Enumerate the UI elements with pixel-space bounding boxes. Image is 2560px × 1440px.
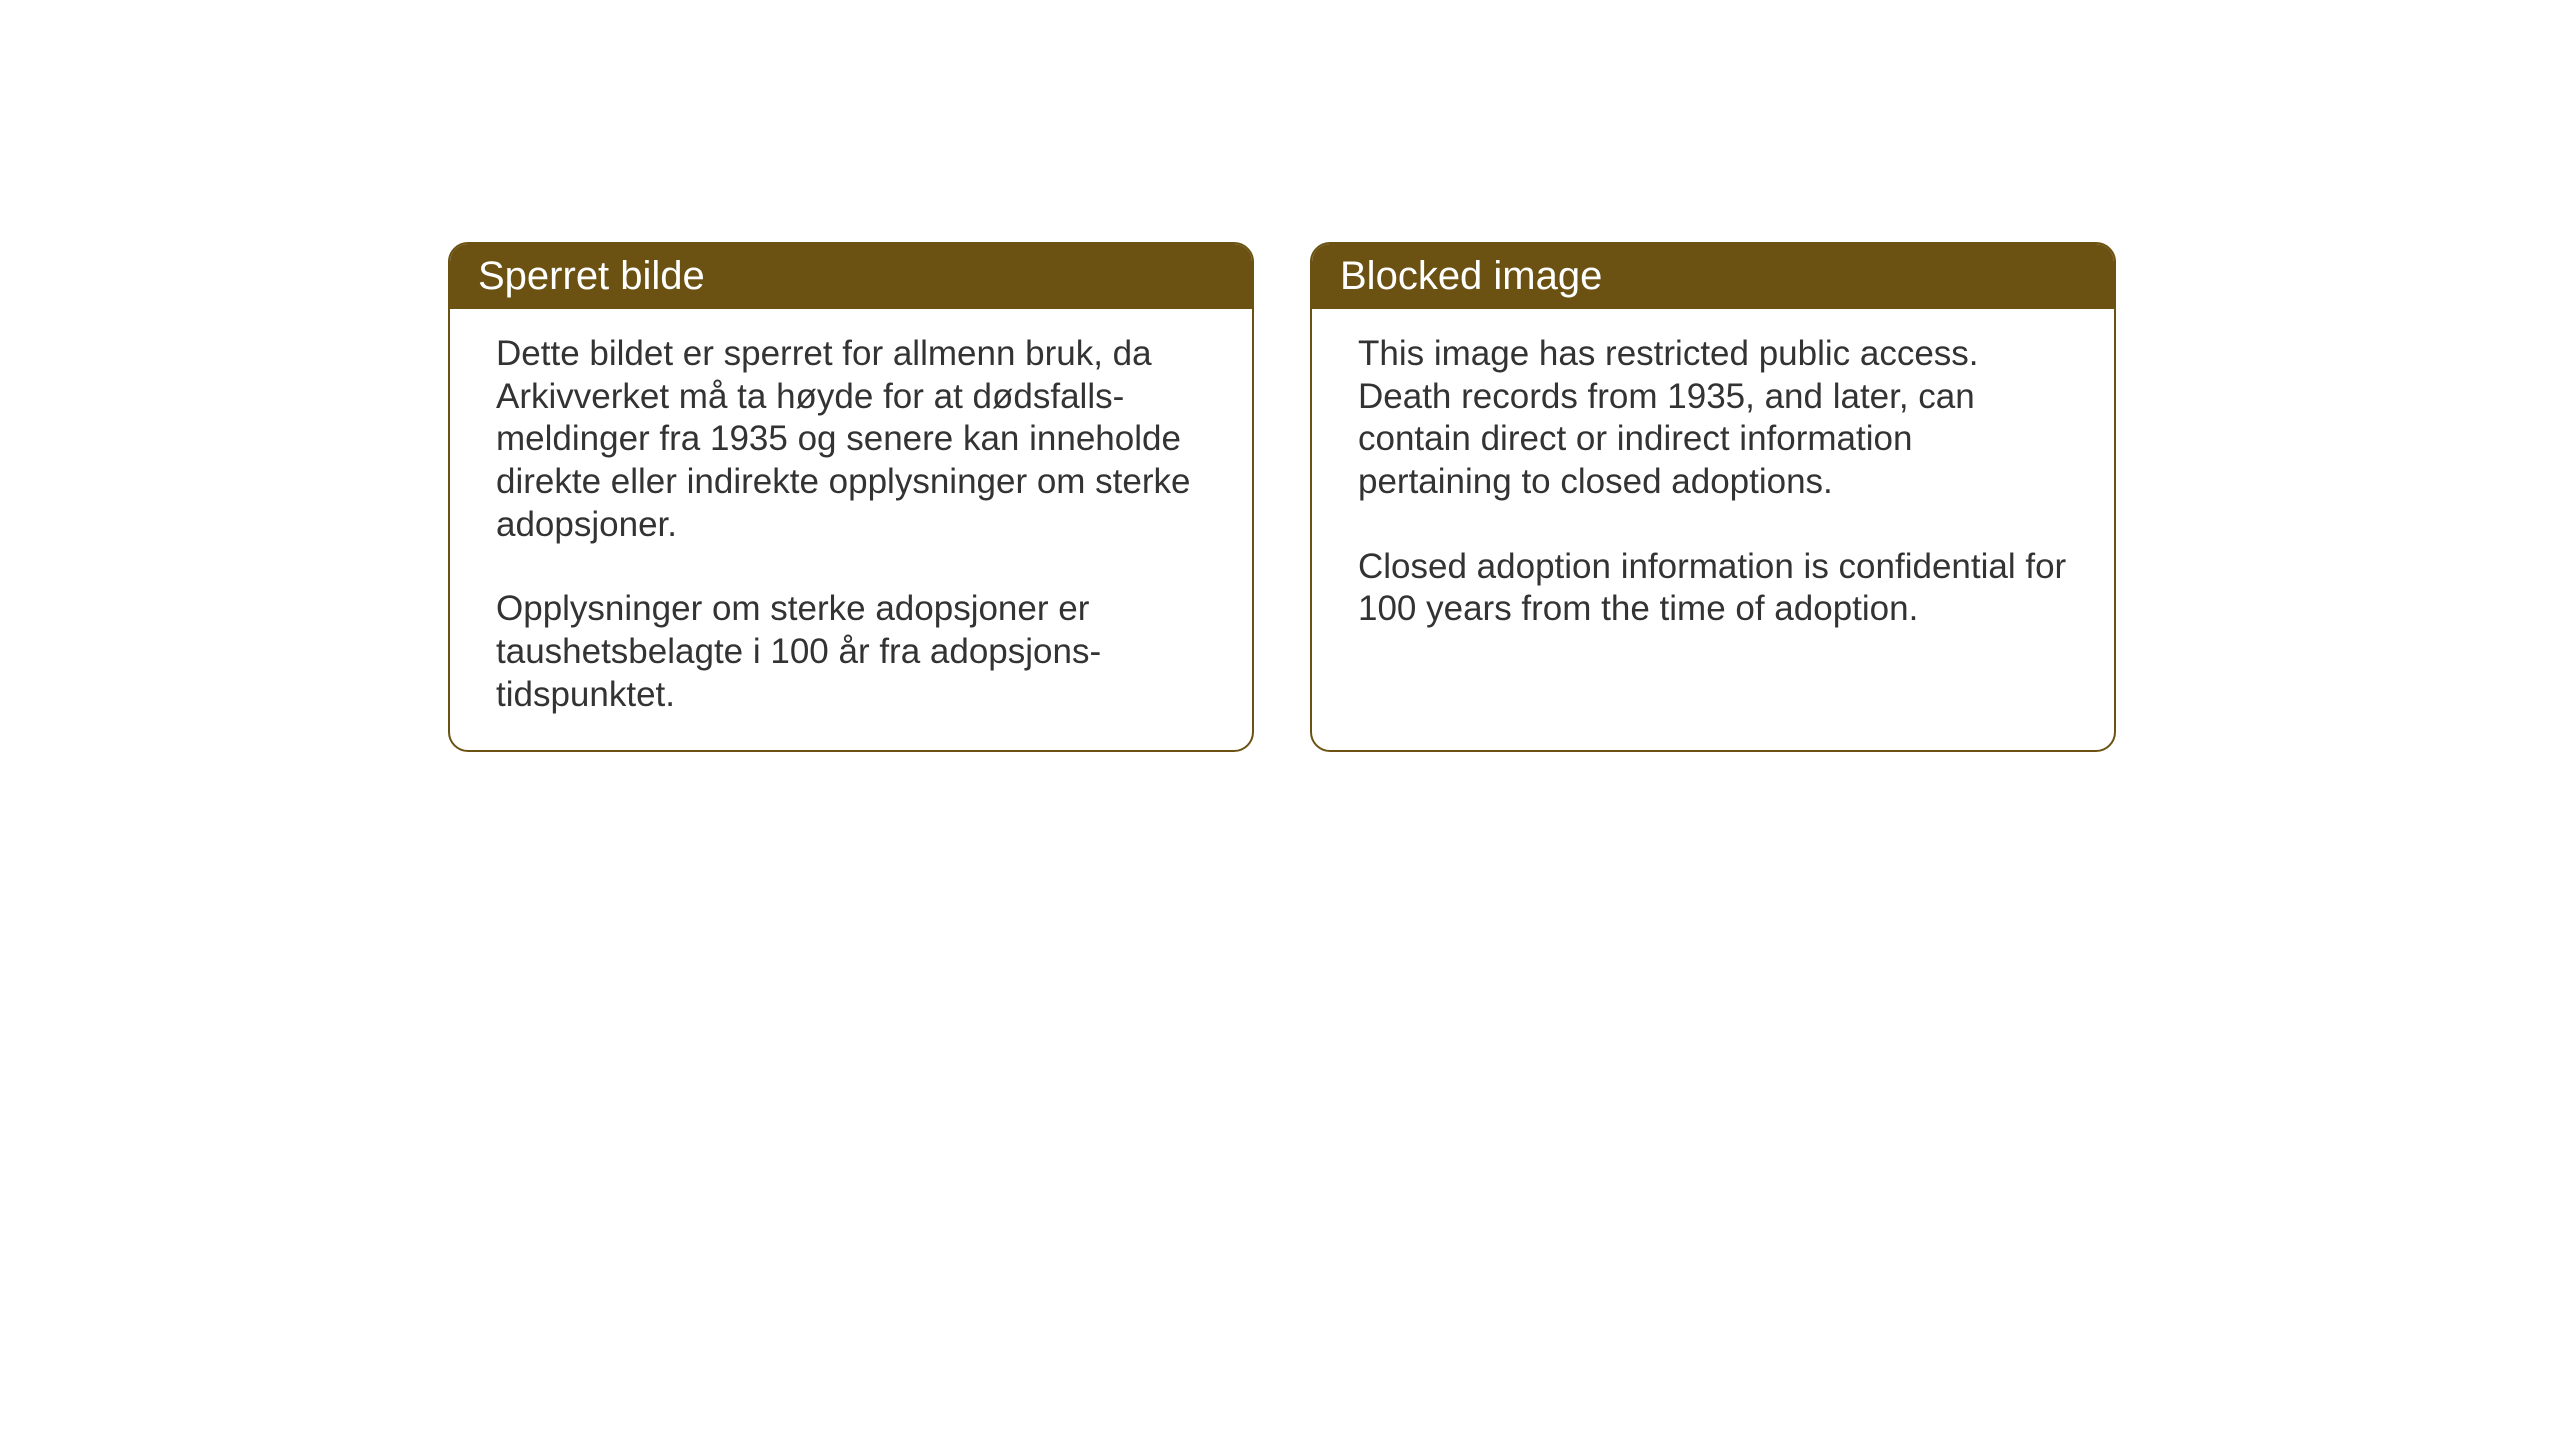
card-header-english: Blocked image (1312, 244, 2114, 309)
notice-card-norwegian: Sperret bilde Dette bildet er sperret fo… (448, 242, 1254, 752)
card-body-english: This image has restricted public access.… (1312, 309, 2114, 667)
card-title-norwegian: Sperret bilde (478, 254, 705, 298)
paragraph-2-norwegian: Opplysninger om sterke adopsjoner er tau… (496, 588, 1206, 716)
notice-container: Sperret bilde Dette bildet er sperret fo… (448, 242, 2116, 752)
card-title-english: Blocked image (1340, 254, 1602, 298)
card-header-norwegian: Sperret bilde (450, 244, 1252, 309)
paragraph-1-norwegian: Dette bildet er sperret for allmenn bruk… (496, 333, 1206, 546)
paragraph-1-english: This image has restricted public access.… (1358, 333, 2068, 504)
notice-card-english: Blocked image This image has restricted … (1310, 242, 2116, 752)
paragraph-2-english: Closed adoption information is confident… (1358, 546, 2068, 631)
card-body-norwegian: Dette bildet er sperret for allmenn bruk… (450, 309, 1252, 752)
